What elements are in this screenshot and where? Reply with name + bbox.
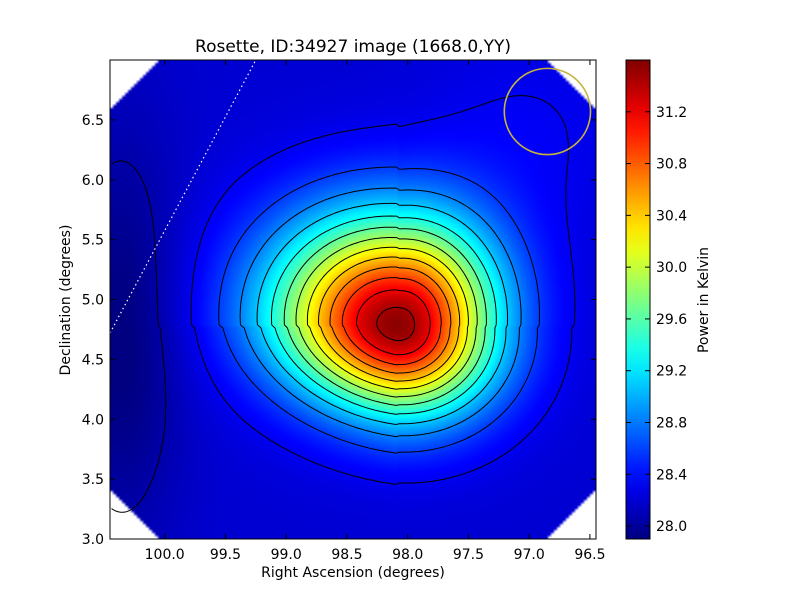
colorbar: 28.0 28.4 28.8 29.2 29.6 30.0 30.4 30.8 31.2 Pow… <box>625 59 712 540</box>
colorbar-tick-label: 31.2 <box>656 105 687 121</box>
y-tick-label: 4.0 <box>82 412 104 428</box>
colorbar-tick-label: 28.0 <box>656 519 687 535</box>
y-tick-label: 6.0 <box>82 173 104 189</box>
x-tick-label: 98.5 <box>331 547 362 563</box>
contour-level-11 <box>341 277 442 366</box>
contour-level-4 <box>256 202 509 425</box>
colorbar-tick-label: 29.2 <box>656 364 687 380</box>
colorbar-label: Power in Kelvin <box>696 247 712 353</box>
x-axis-label: Right Ascension (degrees) <box>261 565 445 581</box>
y-axis-ticks: 3.0 3.5 4.0 4.5 5.0 5.5 6.0 6.5 <box>82 113 596 548</box>
colorbar-tick-label: 29.6 <box>656 312 687 328</box>
colorbar-tick-label: 30.8 <box>656 157 687 173</box>
plot-area <box>109 59 597 540</box>
contour-level-5 <box>271 215 497 415</box>
contour-level-10 <box>329 266 452 374</box>
x-tick-label: 96.5 <box>574 547 605 563</box>
colorbar-tick-label: 28.4 <box>656 467 687 483</box>
galactic-plane-line <box>110 60 257 334</box>
x-tick-label: 98.0 <box>392 547 423 563</box>
y-tick-label: 4.5 <box>82 352 104 368</box>
contour-level-8 <box>306 246 469 390</box>
colorbar-tick-label: 30.4 <box>656 208 687 224</box>
x-axis-ticks: 100.0 99.5 99.0 98.5 98.0 97.5 97.0 96.5 <box>145 60 606 563</box>
beam-circle <box>503 67 592 156</box>
x-tick-label: 97.5 <box>453 547 484 563</box>
x-tick-label: 97.0 <box>514 547 545 563</box>
y-tick-label: 5.5 <box>82 233 104 249</box>
colorbar-ticks: 28.0 28.4 28.8 29.2 29.6 30.0 30.4 30.8 31.2 <box>626 105 687 535</box>
colorbar-gradient <box>626 60 650 539</box>
y-axis-label: Declination (degrees) <box>58 225 74 376</box>
colorbar-tick-label: 28.8 <box>656 415 687 431</box>
contour-level-13 <box>376 306 416 342</box>
contour-level-2 <box>218 166 540 454</box>
contour-level-6 <box>283 226 487 406</box>
contour-lines <box>111 95 576 513</box>
y-tick-label: 3.5 <box>82 472 104 488</box>
contour-level-7 <box>295 237 478 398</box>
x-tick-label: 99.0 <box>271 547 302 563</box>
contour-level-9 <box>318 256 461 382</box>
colorbar-frame <box>625 59 651 540</box>
contour-level-12 <box>356 289 431 356</box>
x-tick-label: 99.5 <box>210 547 241 563</box>
x-tick-label: 100.0 <box>145 547 185 563</box>
y-tick-label: 3.0 <box>82 532 104 548</box>
heatmap-image <box>110 60 596 539</box>
contour-level-0 <box>111 160 167 513</box>
chart-title: Rosette, ID:34927 image (1668.0,YY) <box>195 37 511 57</box>
colorbar-tick-label: 30.0 <box>656 260 687 276</box>
y-tick-label: 5.0 <box>82 293 104 309</box>
contour-level-3 <box>239 187 522 438</box>
y-tick-label: 6.5 <box>82 113 104 129</box>
